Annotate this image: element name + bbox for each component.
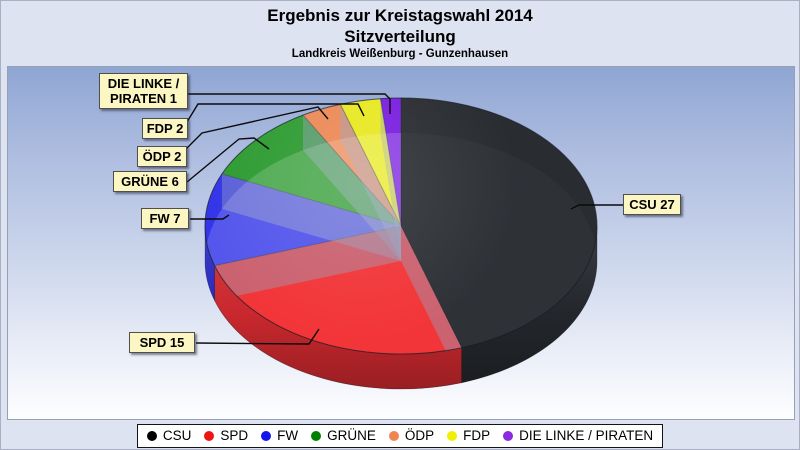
legend-item-die-linke-piraten: DIE LINKE / PIRATEN	[503, 428, 653, 444]
leader-line-die-linke-piraten	[188, 93, 391, 114]
callout-text: PIRATEN 1	[110, 91, 177, 106]
legend-label: DIE LINKE / PIRATEN	[519, 428, 654, 443]
legend-item-fw: FW	[261, 428, 298, 444]
legend-label: FDP	[463, 428, 491, 443]
callout-label-fdp: FDP 2	[142, 118, 188, 139]
legend-item-dp: ÖDP	[388, 428, 435, 444]
callout-label-dp: ÖDP 2	[137, 146, 187, 167]
legend-bullet-icon	[447, 431, 458, 441]
callout-text: FDP 2	[146, 121, 184, 136]
leader-line-gr-ne	[186, 137, 270, 183]
legend-bullet-icon	[311, 431, 322, 441]
chart-subtitle: Landkreis Weißenburg - Gunzenhausen	[291, 48, 509, 60]
legend-bullet-icon	[388, 431, 399, 441]
callout-text: FW 7	[149, 211, 181, 226]
callout-text: CSU 27	[629, 197, 675, 212]
chart-header: Ergebnis zur Kreistagswahl 2014 Sitzvert…	[1, 5, 799, 62]
callout-text: SPD 15	[139, 335, 185, 350]
legend-label: FW	[277, 428, 299, 443]
legend-bullet-icon	[204, 431, 215, 441]
legend-label: SPD	[220, 428, 249, 443]
callout-label-gr-ne: GRÜNE 6	[113, 171, 187, 192]
pie-gloss	[204, 97, 598, 355]
legend-item-csu: CSU	[146, 428, 192, 444]
callout-label-fw: FW 7	[141, 208, 189, 229]
legend-bullet-icon	[146, 431, 157, 441]
leader-line-fdp	[186, 103, 365, 123]
chart-title-line2: Sitzverteilung	[344, 27, 456, 46]
leader-line-dp	[185, 106, 329, 150]
leader-line-spd	[195, 328, 320, 345]
legend: CSU SPD FW GRÜNE ÖDP FDP DIE LINKE / PIRATEN	[136, 424, 664, 448]
legend-bar: CSU SPD FW GRÜNE ÖDP FDP DIE LINKE / PIRATEN	[1, 424, 799, 448]
chart-title-line1: Ergebnis zur Kreistagswahl 2014	[267, 6, 533, 25]
callout-label-spd: SPD 15	[129, 332, 195, 353]
legend-item-fdp: FDP	[447, 428, 490, 444]
legend-bullet-icon	[261, 431, 272, 441]
pie-wall-shading	[205, 226, 597, 389]
callout-text: GRÜNE 6	[121, 174, 179, 189]
legend-item-spd: SPD	[204, 428, 248, 444]
legend-label: CSU	[162, 428, 192, 443]
callout-text: DIE LINKE /	[107, 76, 180, 91]
leader-line-fw	[190, 214, 230, 220]
legend-bullet-icon	[503, 431, 514, 441]
leader-line-csu	[570, 204, 623, 210]
callout-label-die-linke-piraten: DIE LINKE / PIRATEN 1	[99, 73, 188, 109]
legend-label: GRÜNE	[327, 428, 376, 443]
legend-item-gr-ne: GRÜNE	[311, 428, 376, 444]
legend-label: ÖDP	[404, 428, 435, 443]
callout-label-csu: CSU 27	[623, 194, 681, 215]
callout-text: ÖDP 2	[142, 149, 182, 164]
